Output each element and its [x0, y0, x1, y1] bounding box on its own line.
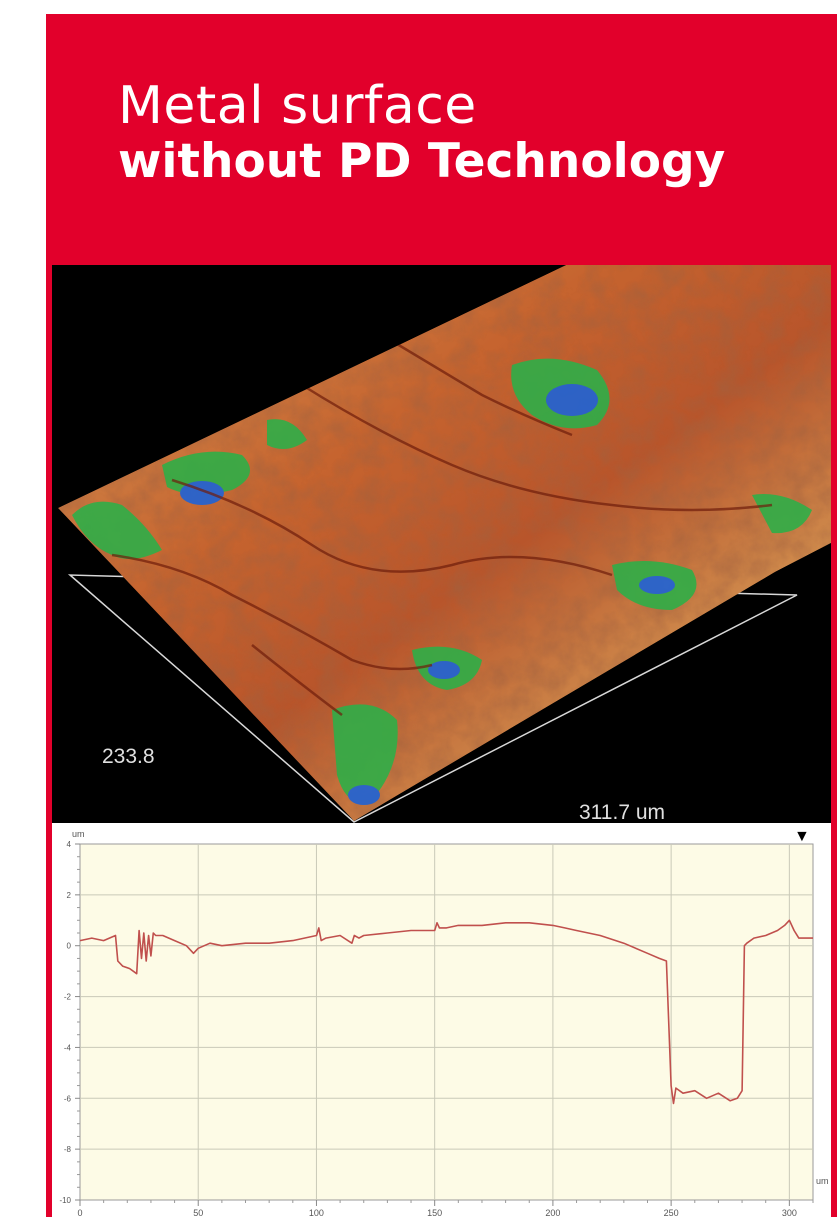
profile-chart: 4 2 0 -2 -4 -6 -8 -10 0 50 100 150 200 250 300 um um … — [52, 823, 831, 1217]
plot-area — [79, 843, 814, 1201]
y-axis-labels: 4 2 0 -2 -4 -6 -8 -10 — [59, 840, 71, 1205]
x-tick-label: 150 — [427, 1208, 442, 1217]
width-label: 233.8 — [102, 745, 155, 768]
x-tick-label: 50 — [193, 1208, 203, 1217]
y-tick-label: -4 — [64, 1043, 72, 1052]
series-lines — [79, 919, 813, 1105]
x-axis-unit: um — [816, 1176, 829, 1186]
profile-chart-svg: 420-2-4-6-8-10 0 50 100 150 200 250 300 um um … — [59, 828, 829, 1217]
y-axis-unit: um — [72, 829, 85, 839]
title-block: Metal surface without PD Technology — [118, 80, 725, 185]
length-label: 311.7 um — [579, 801, 665, 823]
x-tick-label: 100 — [309, 1208, 324, 1217]
y-tick-label: 0 — [67, 942, 72, 951]
card: Metal surface without PD Technology — [46, 14, 837, 1217]
surface-3d-map: 233.8 311.7 um — [52, 265, 831, 823]
y-tick-label: -10 — [59, 1196, 71, 1205]
axis-ticks — [75, 843, 814, 1206]
y-tick-label: -8 — [64, 1145, 72, 1154]
title-line-2: without PD Technology — [118, 134, 726, 189]
title-line-1: Metal surface — [118, 76, 477, 136]
x-tick-label: 200 — [545, 1208, 560, 1217]
x-tick-label: 0 — [77, 1208, 82, 1217]
y-tick-label: 4 — [67, 840, 72, 849]
surface-ridges — [111, 333, 773, 716]
y-tick-label: -2 — [64, 993, 72, 1002]
y-tick-label: 2 — [67, 891, 72, 900]
y-tick-label: -6 — [64, 1094, 72, 1103]
profile-series-line — [79, 919, 813, 1105]
x-tick-label: 250 — [664, 1208, 679, 1217]
surface-map-svg: 233.8 311.7 um — [58, 265, 831, 823]
profile-marker-icon: ▼ — [794, 828, 810, 845]
x-tick-label: 300 — [782, 1208, 797, 1217]
x-axis-labels: 0 50 100 150 200 250 300 — [77, 1208, 796, 1217]
